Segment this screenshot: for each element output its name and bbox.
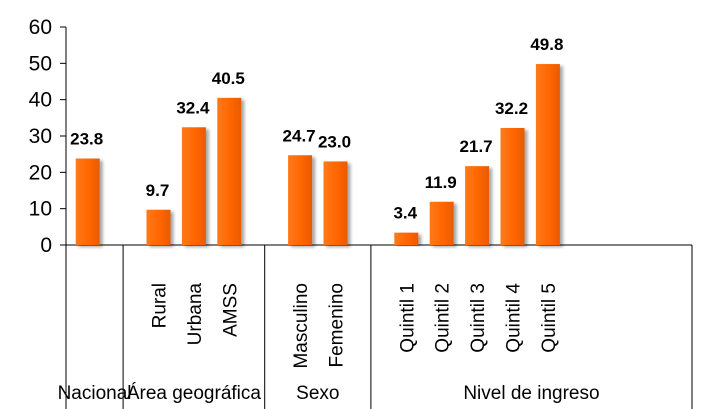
category-label-femenino: Femenino [327,283,348,368]
y-tick-label: 0 [40,234,52,257]
y-tick-label: 50 [29,52,52,75]
data-label: 23.0 [318,132,351,151]
bar-area-geografica-amss [217,97,242,245]
group-label-nacional: Nacional [58,383,132,404]
bar-sexo-femenino [323,161,348,245]
category-label-quintil-2: Quintil 2 [433,283,454,353]
bar-nivel-de-ingreso-quintil-1 [394,232,419,245]
category-label-quintil-4: Quintil 4 [504,283,525,353]
bar-area-geografica-rural [146,209,171,245]
bar-nivel-de-ingreso-quintil-3 [465,166,490,245]
category-label-quintil-5: Quintil 5 [539,283,560,353]
y-tick-label: 60 [29,16,52,39]
category-label-quintil-1: Quintil 1 [397,283,418,353]
category-label-masculino: Masculino [291,283,312,369]
group-label-nivel-de-ingreso: Nivel de ingreso [463,383,599,404]
data-label: 9.7 [146,181,170,200]
y-tick-label: 10 [29,198,52,221]
bar-layer [75,64,560,245]
data-label: 32.2 [495,99,528,118]
y-tick-label: 20 [29,161,52,184]
data-label: 11.9 [425,173,457,192]
category-label-quintil-3: Quintil 3 [468,283,489,353]
data-label: 3.4 [393,204,417,223]
label-layer: 23.8 9.7 Rural 32.4 Urbana 40.5 AMSS 24.7 Mascul… [58,35,600,404]
bar-sexo-masculino [288,155,313,245]
category-label-rural: Rural [150,283,171,328]
bar-nacional [75,158,100,245]
bar-nivel-de-ingreso-quintil-5 [535,64,560,245]
bar-nivel-de-ingreso-quintil-2 [429,201,454,245]
bar-nivel-de-ingreso-quintil-4 [500,128,525,245]
data-label: 32.4 [176,98,210,117]
axis-layer: 0 10 20 30 40 50 60 [29,16,693,409]
category-label-urbana: Urbana [185,283,206,346]
category-label-amss: AMSS [220,283,241,337]
data-label: 24.7 [283,126,316,145]
data-label: 23.8 [70,130,103,149]
data-label: 49.8 [530,35,563,54]
bar-area-geografica-urbana [181,127,206,245]
data-label: 21.7 [460,137,493,156]
group-label-sexo: Sexo [296,383,339,404]
group-label-area-geografica: Área geográfica [127,383,262,404]
y-tick-label: 40 [29,89,52,112]
data-label: 40.5 [212,69,245,88]
y-tick-label: 30 [29,125,52,148]
